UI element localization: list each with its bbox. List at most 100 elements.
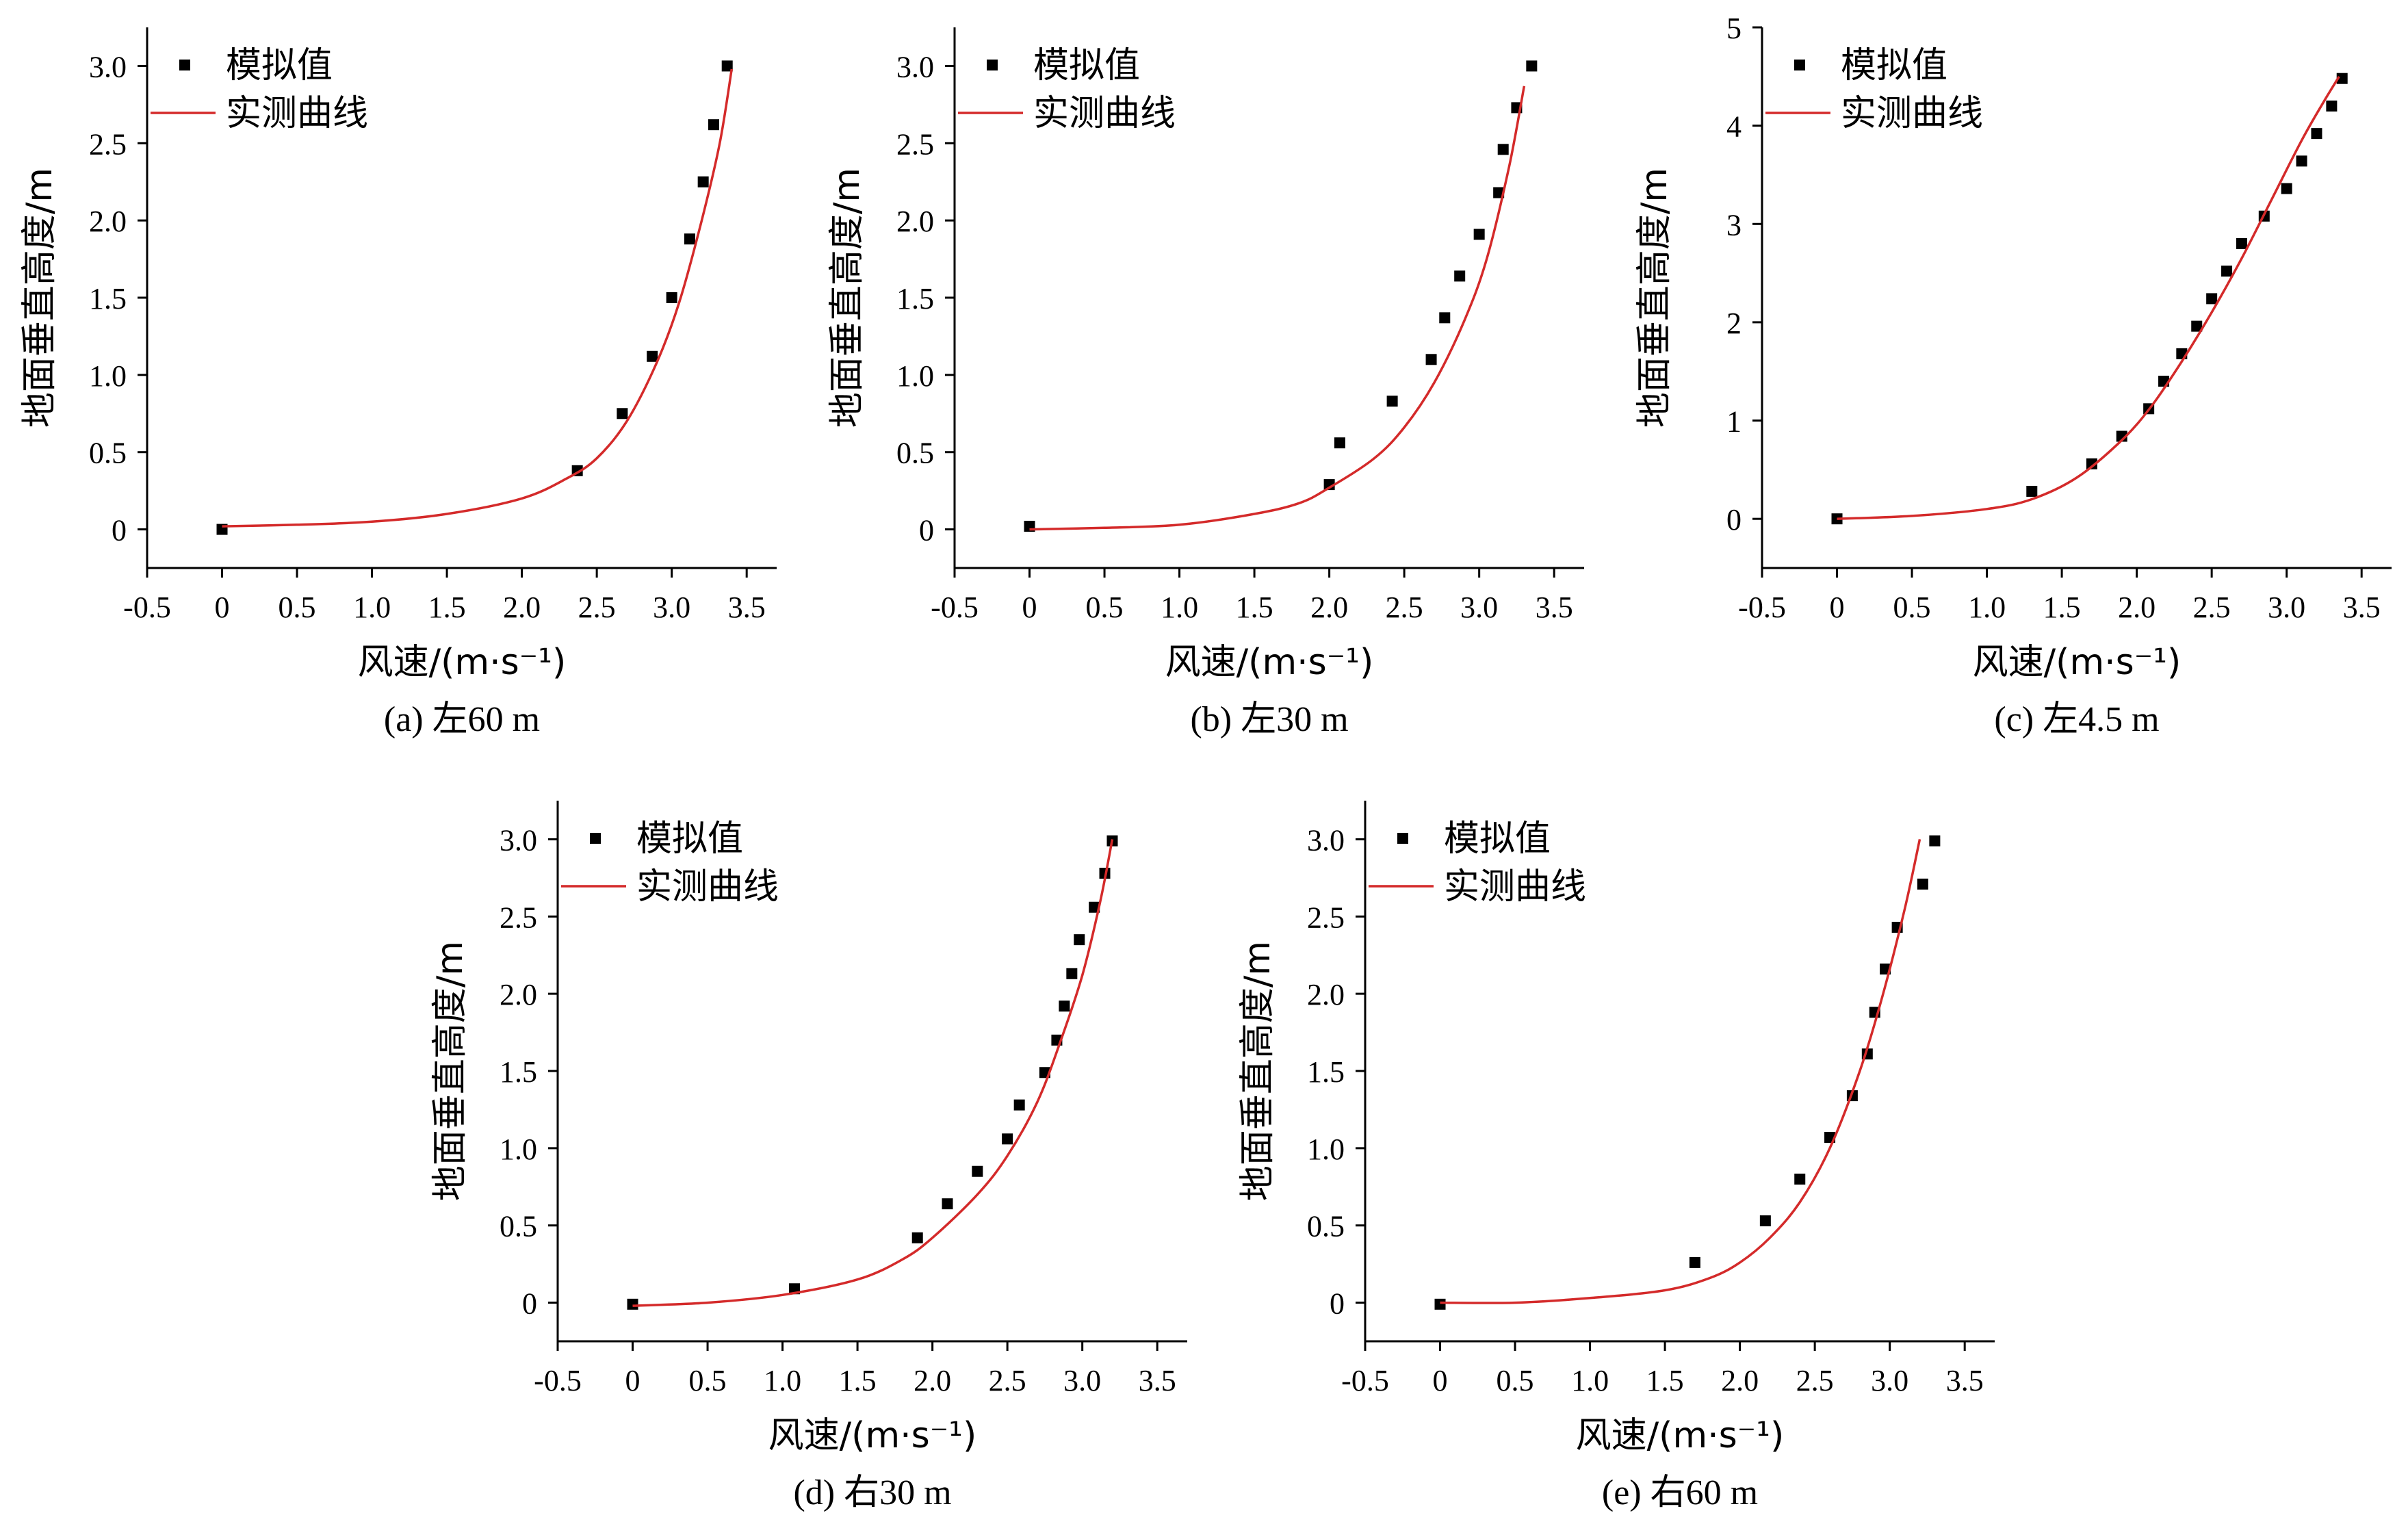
y-tick-label: 3.0 [1307,823,1345,857]
simulated-point [666,292,677,303]
simulated-point [617,408,628,419]
x-tick-label: 1.5 [2043,591,2081,624]
x-tick-label: 2.0 [914,1364,951,1397]
x-tick-label: 0 [1433,1364,1448,1397]
x-tick-label: 0.5 [1893,591,1931,624]
y-tick-label: 0.5 [89,437,127,470]
simulated-point [2221,266,2233,277]
y-tick-label: 2.5 [89,127,127,161]
x-tick-label: 0 [1830,591,1845,624]
simulated-point [1089,901,1100,913]
simulated-point [1002,1133,1013,1145]
simulated-point [2086,458,2097,469]
x-tick-label: 2.5 [989,1364,1026,1397]
x-tick-label: 2.5 [1796,1364,1834,1397]
y-tick-label: 2.0 [896,205,934,238]
panel-caption: (d) 右30 m [793,1473,951,1512]
panel-c-left-4-5m: -0.5 0 0.5 1.0 1.5 2.0 2.5 3.0 3.5 0 1 2 3 4 5 风速/(m·s⁻… [1634,12,2392,739]
panel-caption: (e) 右60 m [1602,1473,1758,1512]
y-tick-label: 1 [1726,405,1742,439]
simulated-point [1759,1215,1771,1226]
legend-meas-label: 实测曲线 [1841,93,1983,134]
x-tick-label: 3.0 [1063,1364,1101,1397]
y-axis-title: 地面垂直高度/m [19,168,60,428]
y-tick-label: 1.0 [896,359,934,393]
simulated-point [2326,100,2338,112]
simulated-point [2296,155,2307,167]
x-tick-label: 3.5 [728,591,766,624]
y-tick-label: 3 [1726,208,1742,242]
legend-sim-label: 模拟值 [1841,45,1947,86]
y-tick-label: 1.5 [500,1055,537,1089]
simulated-point [1794,1174,1806,1185]
y-tick-label: 0 [1330,1287,1345,1321]
x-tick-label: 1.0 [1571,1364,1609,1397]
x-tick-label: 1.0 [1968,591,2006,624]
y-tick-label: 2 [1726,307,1742,340]
x-tick-label: 0.5 [279,591,316,624]
y-tick-label: 0 [1726,503,1742,537]
y-axis-title: 地面垂直高度/m [430,941,471,1201]
y-tick-label: 0 [522,1287,537,1321]
simulated-point [1439,312,1451,324]
x-tick-label: 0.5 [1086,591,1124,624]
panel-a-left-60m: -0.5 0 0.5 1.0 1.5 2.0 2.5 3.0 3.5 0 0.5 1.0 1.5 2.0 2… [19,27,777,739]
simulated-point [1493,187,1505,198]
panel-b-left-30m: -0.5 0 0.5 1.0 1.5 2.0 2.5 3.0 3.5 0 0.5 1.0 1.5 2.0 2… [827,27,1584,739]
simulated-point [2191,320,2203,332]
x-tick-label: -0.5 [1341,1364,1389,1397]
simulated-point [1929,835,1941,847]
legend-meas-label: 实测曲线 [636,866,779,907]
x-axis-title: 风速/(m·s⁻¹) [768,1415,977,1456]
simulated-point [1917,878,1928,890]
panel-caption: (c) 左4.5 m [1994,700,2159,739]
y-tick-label: 0 [919,514,934,547]
measured-curve [632,839,1114,1307]
simulated-point [942,1198,953,1210]
y-tick-label: 1.5 [1307,1055,1345,1089]
x-tick-label: 3.5 [1536,591,1573,624]
legend-sim-marker [1397,833,1408,844]
x-tick-label: 3.0 [653,591,690,624]
x-tick-label: -0.5 [1738,591,1786,624]
legend-sim-label: 模拟值 [1444,818,1551,860]
simulated-point [1473,229,1485,240]
x-tick-label: 2.5 [1386,591,1423,624]
x-tick-label: 2.0 [1310,591,1348,624]
simulated-point [1425,354,1437,365]
simulated-point [972,1165,983,1177]
simulated-point [1434,1298,1446,1310]
x-tick-label: 3.0 [1460,591,1498,624]
x-tick-label: 1.5 [1646,1364,1684,1397]
y-tick-label: 2.5 [1307,901,1345,934]
simulated-point [627,1298,638,1310]
x-tick-label: 0 [625,1364,640,1397]
y-tick-label: 0.5 [500,1210,537,1243]
simulated-point [2236,238,2247,249]
panel-d-right-30m: -0.5 0 0.5 1.0 1.5 2.0 2.5 3.0 3.5 0 0.5 1.0 1.5 2.0 2… [430,801,1187,1512]
simulated-point [647,350,658,362]
legend-sim-marker [590,833,601,844]
y-tick-label: 2.5 [896,127,934,161]
y-tick-label: 1.0 [89,359,127,393]
legend-meas-label: 实测曲线 [226,93,368,134]
x-tick-label: 3.0 [2268,591,2305,624]
simulated-point [2281,183,2292,194]
y-tick-label: 3.0 [500,823,537,857]
x-axis-title: 风速/(m·s⁻¹) [358,642,567,683]
x-tick-label: 2.5 [578,591,616,624]
legend-sim-label: 模拟值 [636,818,743,860]
simulated-point [911,1232,923,1243]
y-axis-title: 地面垂直高度/m [827,168,868,428]
x-tick-label: -0.5 [123,591,171,624]
y-tick-label: 5 [1726,12,1742,45]
measured-curve [1837,75,2340,520]
simulated-point [1066,968,1078,979]
simulated-point [1074,934,1085,946]
x-tick-label: 0 [215,591,230,624]
x-tick-label: 1.5 [428,591,466,624]
simulated-point [2336,73,2348,84]
x-tick-label: 1.0 [353,591,391,624]
panel-e-right-60m: -0.5 0 0.5 1.0 1.5 2.0 2.5 3.0 3.5 0 0.5 1.0 1.5 2.0 2… [1237,801,1995,1512]
